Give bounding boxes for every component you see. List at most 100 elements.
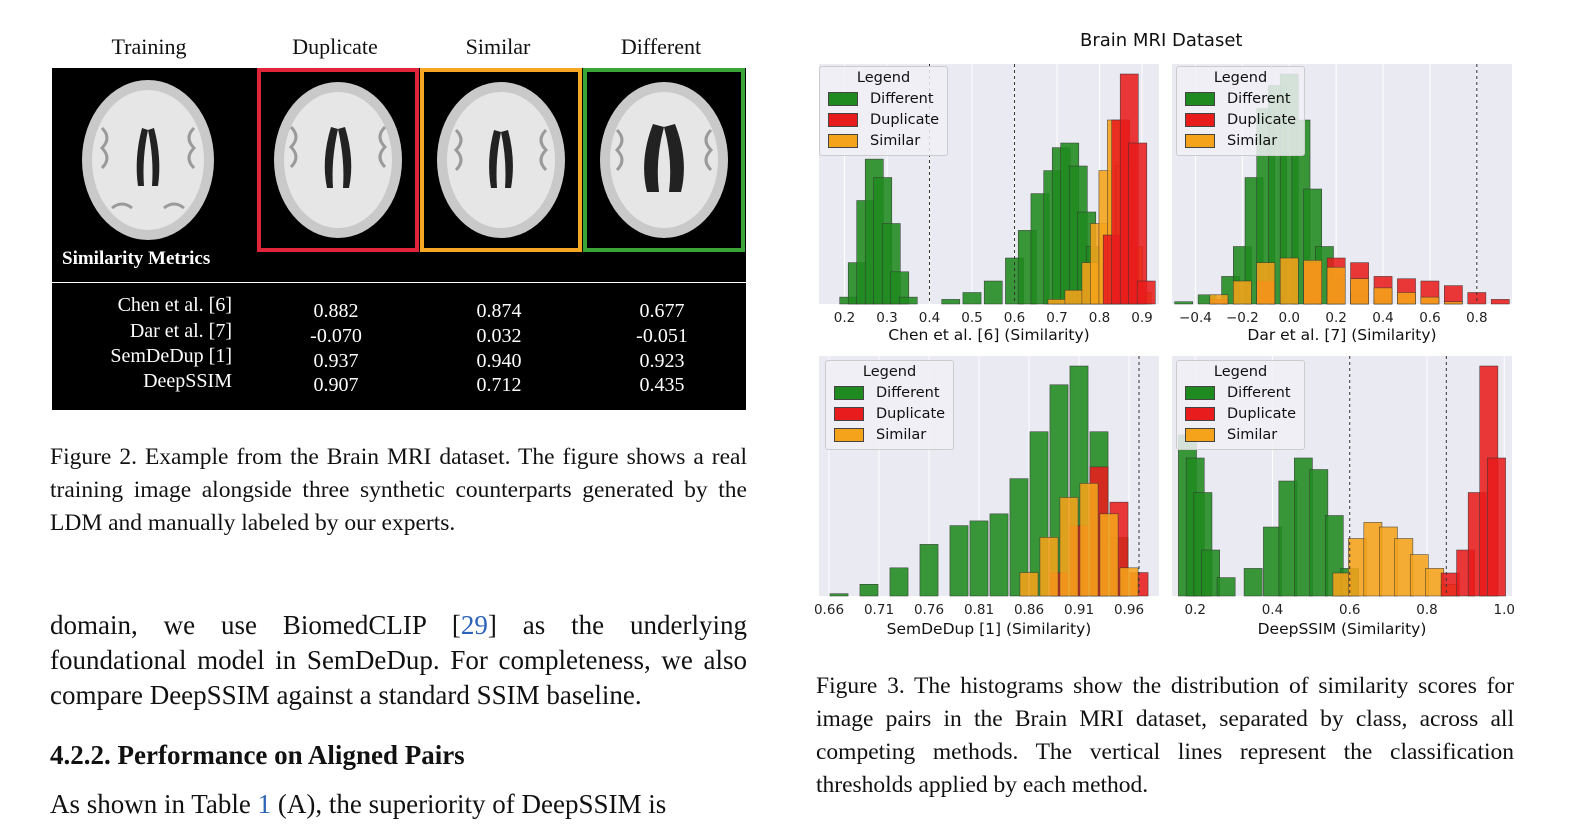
mri-image-similar xyxy=(420,68,582,252)
legend-label: Similar xyxy=(1227,132,1278,149)
body-paragraph: domain, we use BiomedCLIP [29] as the un… xyxy=(50,608,747,713)
metric-value: 0.032 xyxy=(476,325,522,347)
legend-title: Legend xyxy=(862,364,917,380)
x-tick-label: 0.9 xyxy=(1131,310,1152,326)
legend-title: Legend xyxy=(1213,364,1268,380)
legend-swatch xyxy=(834,406,864,421)
legend-item-different: Different xyxy=(828,88,939,109)
metric-value: 0.435 xyxy=(639,374,685,396)
histogram-bar xyxy=(1490,299,1510,305)
histogram-bar xyxy=(1233,280,1252,305)
metric-value: 0.712 xyxy=(476,374,522,396)
legend-label: Similar xyxy=(870,132,921,149)
x-tick-label: 0.8 xyxy=(1416,602,1437,618)
legend-item-different: Different xyxy=(1185,88,1296,109)
citation-link[interactable]: 29 xyxy=(460,610,488,640)
histogram-bar xyxy=(1079,483,1099,597)
legend-title: Legend xyxy=(1213,70,1268,86)
legend-label: Different xyxy=(1227,90,1291,107)
x-tick-label: 0.2 xyxy=(1184,602,1205,618)
legend-swatch xyxy=(1185,406,1215,421)
metric-value: 0.940 xyxy=(476,350,522,372)
histogram-bar xyxy=(859,584,879,597)
legend-item-different: Different xyxy=(834,382,945,403)
legend-swatch xyxy=(828,133,858,148)
metric-value: 0.882 xyxy=(313,300,359,322)
x-tick-label: 0.0 xyxy=(1278,310,1299,326)
histogram-deepssim-plot: 0.2 0.4 0.6 0.8 1.0 xyxy=(1172,356,1515,618)
metric-name: DeepSSIM xyxy=(143,370,232,392)
mri-panel: Similarity Metrics Chen et al. [6] Dar e… xyxy=(52,68,746,410)
legend-swatch xyxy=(834,427,864,442)
divider xyxy=(52,282,746,283)
legend-swatch xyxy=(828,112,858,127)
x-tick-label: −0.4 xyxy=(1179,310,1212,326)
legend-title: Legend xyxy=(856,70,911,86)
x-tick-label: 0.2 xyxy=(834,310,855,326)
metric-name: Chen et al. [6] xyxy=(117,294,232,316)
histogram-bar xyxy=(1201,549,1220,597)
legend-item-different: Different xyxy=(1185,382,1296,403)
histogram-bar xyxy=(1256,262,1276,305)
metric-value: 0.677 xyxy=(639,300,685,322)
legend-swatch xyxy=(1185,133,1215,148)
histogram-bar xyxy=(889,567,909,597)
histogram-bar xyxy=(1174,301,1194,305)
histogram-bar xyxy=(1444,301,1463,305)
histogram-bar xyxy=(1397,292,1416,305)
legend-label: Different xyxy=(1227,384,1291,401)
column-header-training: Training xyxy=(111,34,187,59)
legend-item-duplicate: Duplicate xyxy=(828,109,939,130)
histogram-bar xyxy=(1303,260,1323,305)
histogram-semdedup-plot: 0.66 0.71 0.76 0.81 0.86 0.91 0.96 xyxy=(814,356,1159,618)
x-tick-label: 0.5 xyxy=(961,310,982,326)
body-text: (A), the superiority of DeepSSIM is xyxy=(271,789,667,819)
metric-value: -0.070 xyxy=(310,325,362,347)
histogram-bar xyxy=(1209,294,1229,305)
histogram-bar xyxy=(1373,287,1393,305)
legend-item-duplicate: Duplicate xyxy=(1185,109,1296,130)
legend: Legend Different Duplicate Similar xyxy=(1176,360,1306,450)
x-tick-label: 0.6 xyxy=(1339,602,1360,618)
x-tick-label: 0.4 xyxy=(1262,602,1283,618)
histogram-bar xyxy=(1216,577,1236,597)
legend-swatch xyxy=(1185,112,1215,127)
x-tick-label: 0.6 xyxy=(1004,310,1025,326)
histogram-bar xyxy=(989,513,1009,597)
histogram-bar xyxy=(1064,289,1084,305)
histogram-bar xyxy=(1019,572,1039,597)
table-link[interactable]: 1 xyxy=(257,789,272,819)
histogram-bar xyxy=(1039,537,1059,597)
body-text: As shown in Table xyxy=(50,789,258,819)
metric-value: -0.051 xyxy=(636,325,688,347)
histogram-bar xyxy=(1243,568,1263,597)
x-tick-label: 0.81 xyxy=(964,602,994,618)
metric-value: 0.874 xyxy=(476,300,522,322)
histogram-bar xyxy=(898,296,918,305)
legend-label: Duplicate xyxy=(1227,405,1297,422)
x-tick-label: 0.96 xyxy=(1114,602,1144,618)
histogram-bar xyxy=(1487,457,1506,597)
legend-swatch xyxy=(828,91,858,106)
x-tick-label: 0.4 xyxy=(919,310,940,326)
histogram-bar xyxy=(962,292,982,305)
histogram-bar xyxy=(829,593,849,597)
legend: Legend Different Duplicate Similar xyxy=(1176,66,1306,156)
legend-label: Similar xyxy=(876,426,927,443)
legend-label: Different xyxy=(876,384,940,401)
histogram-bar xyxy=(1047,299,1067,305)
x-tick-label: 0.91 xyxy=(1064,602,1094,618)
mri-image-training xyxy=(72,68,234,252)
histogram-bar xyxy=(949,525,969,597)
histogram-chen-plot: 0.2 0.3 0.4 0.5 0.6 0.7 0.8 0.9 xyxy=(819,64,1159,326)
legend: Legend Different Duplicate Similar xyxy=(819,66,949,156)
legend-item-similar: Similar xyxy=(828,130,939,151)
legend-label: Similar xyxy=(1227,426,1278,443)
mri-image-different xyxy=(583,68,745,252)
histogram-bar xyxy=(1444,285,1463,305)
figure-3-title: Brain MRI Dataset xyxy=(1080,30,1243,51)
legend: Legend Different Duplicate Similar xyxy=(825,360,955,450)
legend-swatch xyxy=(1185,427,1215,442)
x-tick-label: 0.2 xyxy=(1325,310,1346,326)
x-tick-label: 0.7 xyxy=(1046,310,1067,326)
